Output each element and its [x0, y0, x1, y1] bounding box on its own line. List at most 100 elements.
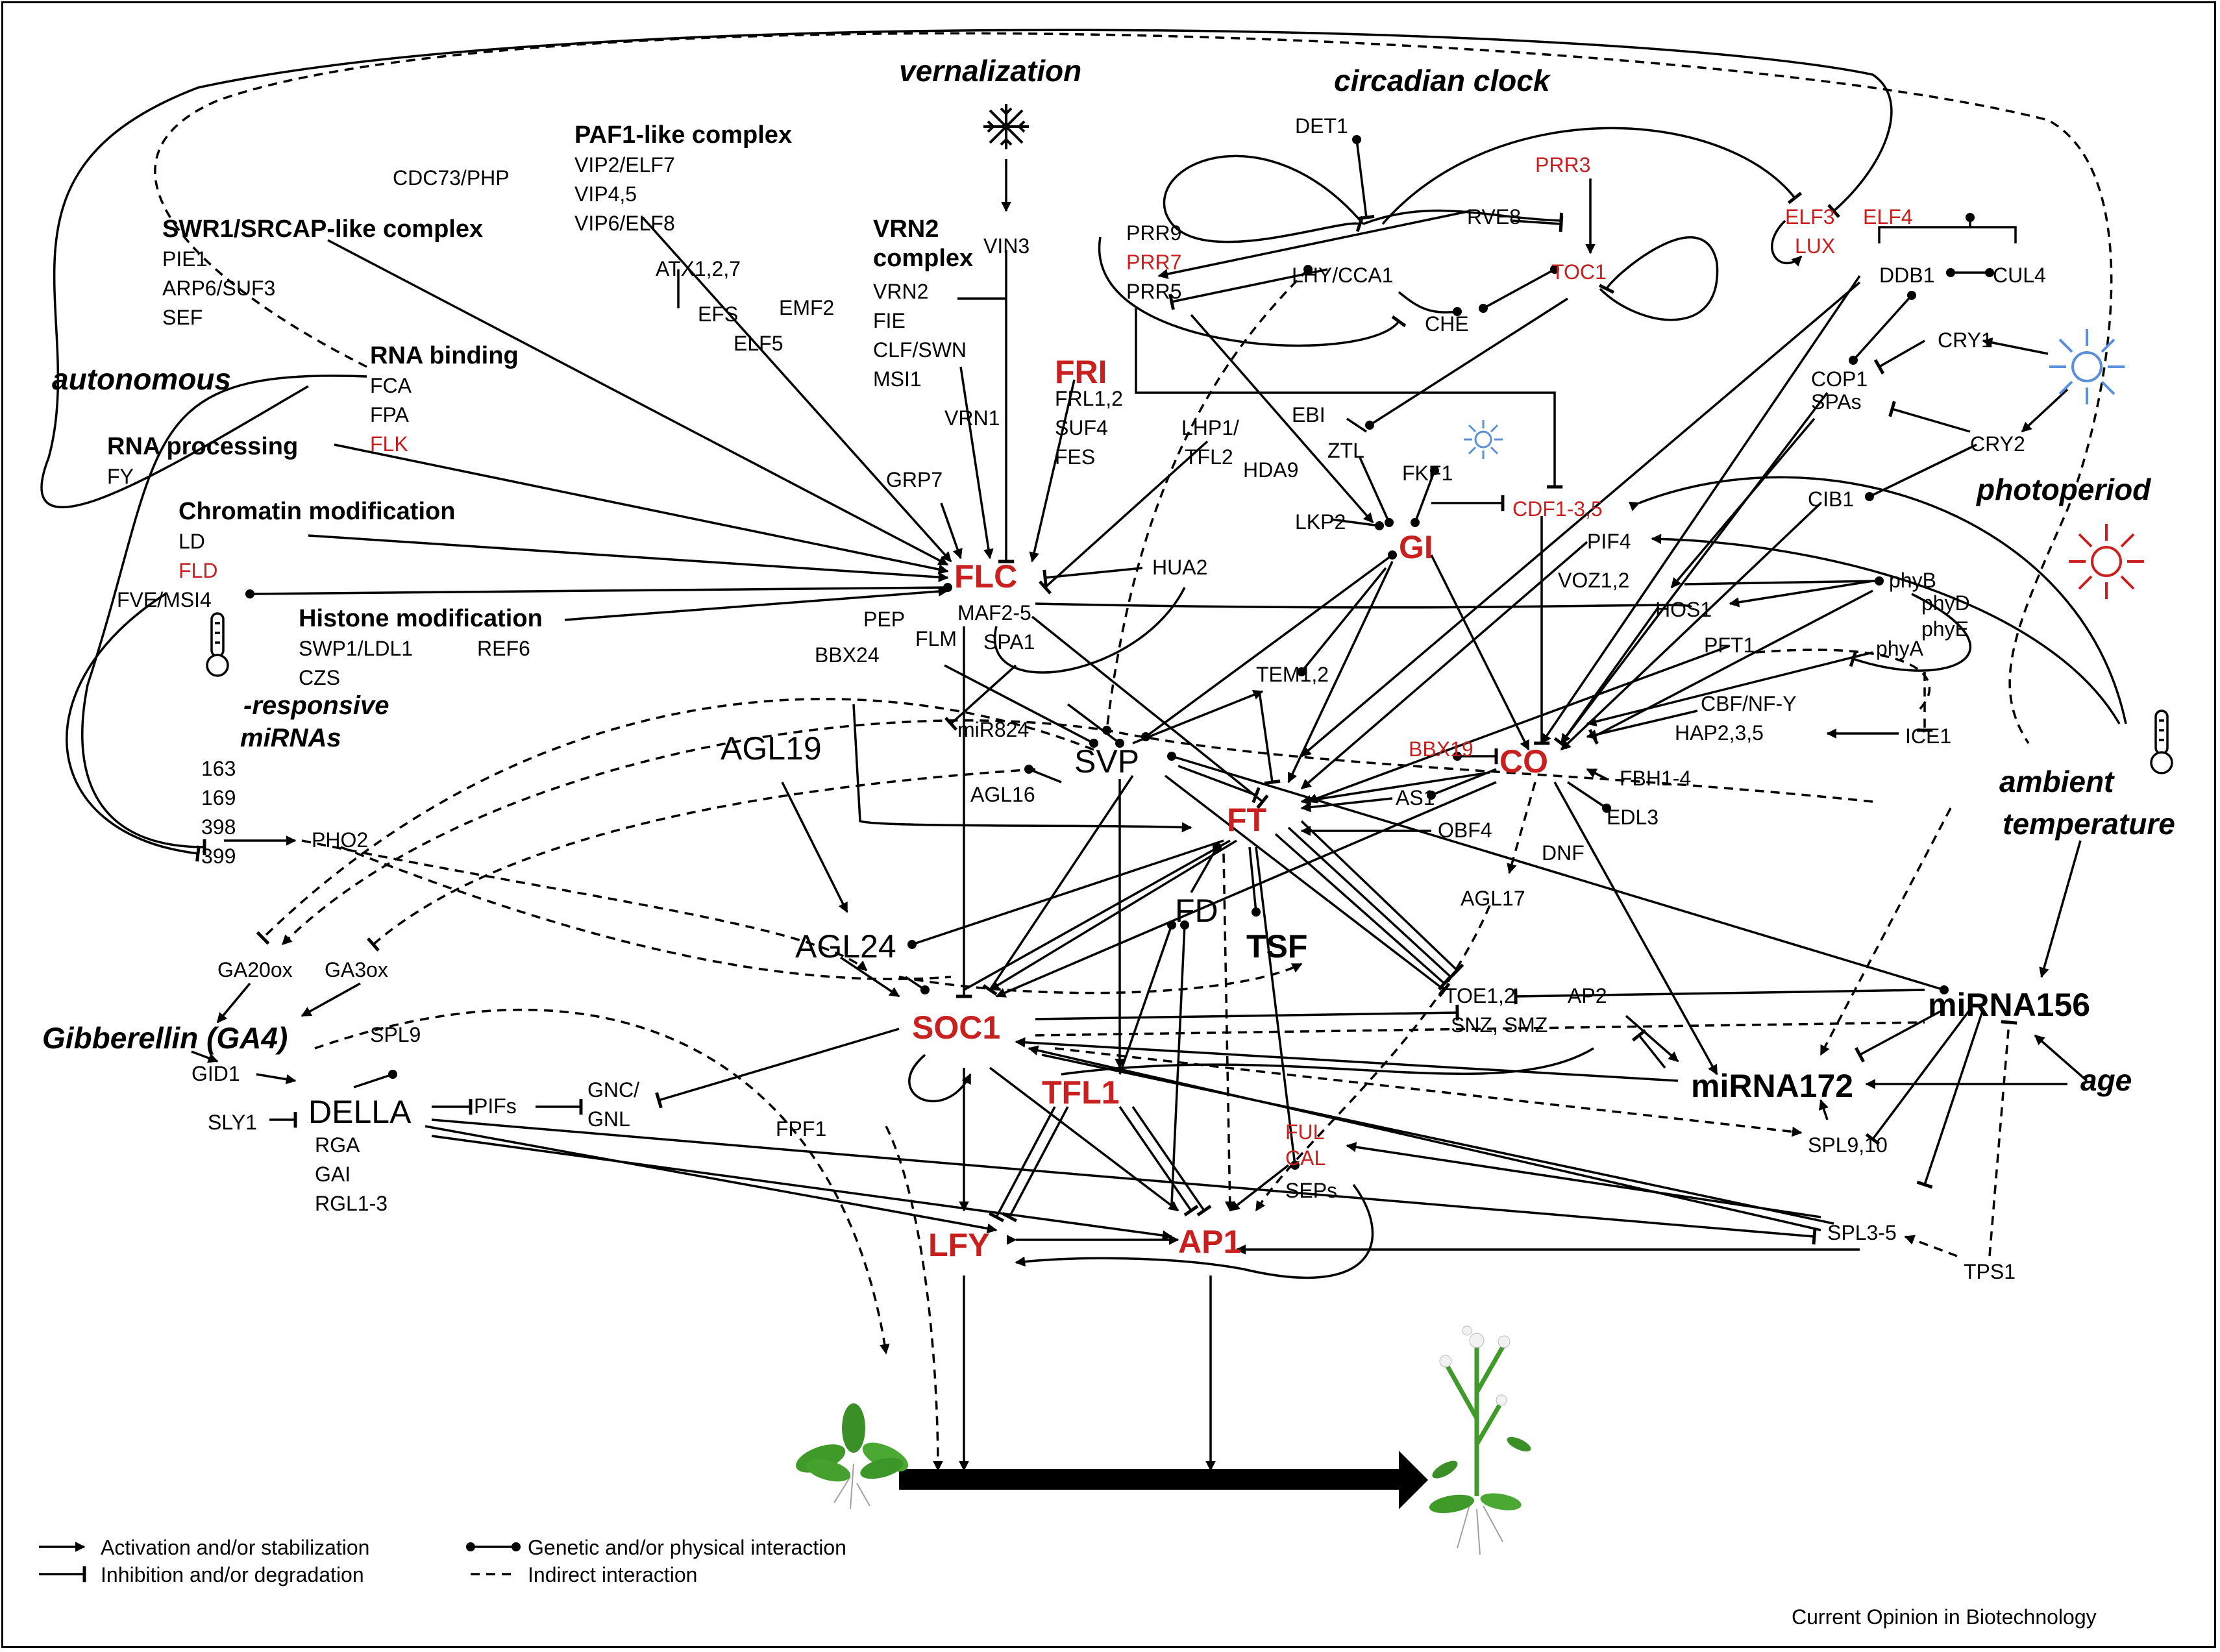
label-frl: FRL1,2: [1055, 387, 1123, 410]
label-lkp2: LKP2: [1295, 510, 1346, 534]
edge-della-lfy: [425, 1125, 998, 1234]
edge-fri-flc: [1029, 379, 1076, 563]
label-vrn1: VRN1: [944, 406, 1000, 430]
heading-mirnas: miRNAs: [240, 724, 341, 752]
edge-soc1-agl24: [905, 976, 930, 994]
label-fy: FY: [107, 465, 134, 488]
label-fpa: FPA: [370, 403, 410, 426]
label-mir163: 163: [201, 757, 236, 780]
label-edl3: EDL3: [1607, 806, 1659, 829]
label-cul4: CUL4: [1993, 264, 2046, 287]
edge-flm-svp: [1067, 703, 1124, 748]
edge-tps1-mirna156: [1988, 1020, 2017, 1257]
rosette-plant-icon: [796, 1403, 909, 1510]
label-ztl: ZTL: [1327, 439, 1364, 462]
edge-grp7-flc: [940, 502, 963, 560]
label-det1: DET1: [1295, 114, 1348, 138]
edge-ga20ox-ga: [216, 982, 251, 1024]
edge-tem-ft: [1258, 691, 1281, 785]
label-agl16: AGL16: [970, 783, 1035, 806]
label-gnc: GNC/: [587, 1078, 639, 1102]
edge-cry2-cib1: [1865, 443, 1977, 501]
label-histone-modification: Histone modification: [299, 605, 543, 632]
edge-spl9-della: [353, 1070, 397, 1089]
label-elf5: ELF5: [734, 332, 783, 355]
edge-ft-toe-2: [1287, 826, 1458, 984]
label-fd: FD: [1175, 893, 1218, 929]
label-vip4: VIP4,5: [574, 182, 637, 206]
edge-chromatin-flc: [308, 534, 949, 582]
label-atx: ATX1,2,7: [656, 257, 741, 280]
edge-spas-hos1: [1670, 417, 1816, 589]
label-mir824: miR824: [957, 718, 1029, 741]
source-credit: Current Opinion in Biotechnology: [1792, 1605, 2097, 1629]
heading-ambient-temperature-2: temperature: [2003, 807, 2175, 841]
label-emf2: EMF2: [779, 296, 834, 319]
edge-ft-toe-3: [1300, 820, 1464, 978]
edge-ful-ap1: [1229, 1164, 1290, 1212]
label-fes: FES: [1055, 445, 1095, 469]
edge-spl9-mirna172: [1819, 1099, 1829, 1120]
edge-mirna172-soc1: [1015, 1037, 1679, 1082]
edge-soc1-toe: [1035, 1004, 1459, 1021]
edge-agl24-tsf-dashed: [898, 963, 1303, 994]
edge-ft-agl24: [907, 839, 1224, 949]
label-agl19: AGL19: [721, 730, 822, 767]
edge-det1: [1352, 135, 1375, 220]
label-czs: CZS: [299, 666, 340, 689]
label-spl3-5: SPL3-5: [1827, 1221, 1897, 1244]
label-vrn2: VRN2: [873, 280, 928, 303]
edge-mirna172-toe: [1631, 1029, 1666, 1069]
edge-elf3-self: [1771, 219, 1803, 267]
snowflake-icon: [983, 104, 1029, 149]
heading-age: age: [2080, 1063, 2132, 1097]
label-gi: GI: [1399, 529, 1433, 565]
edge-cib1-co: [1560, 502, 1822, 751]
label-obf4: OBF4: [1438, 819, 1492, 842]
heading-photoperiod: photoperiod: [1975, 473, 2151, 506]
label-prr7: PRR7: [1126, 251, 1181, 274]
label-vip2: VIP2/ELF7: [574, 153, 675, 177]
node-labels: vernalization circadian clock autonomous…: [42, 54, 2175, 1283]
edge-rna-binding-flc: [334, 443, 949, 574]
edge-phyb-hos1: [1729, 580, 1873, 608]
label-fbh: FBH1-4: [1620, 767, 1691, 790]
edge-temp-pif4: [1651, 534, 2121, 724]
label-tsf: TSF: [1246, 928, 1307, 965]
label-spl9: SPL9: [370, 1023, 421, 1046]
edge-agl24-soc1: [840, 956, 900, 998]
edge-ft-sep: [1255, 846, 1300, 1170]
edge-svp-agl19: [852, 704, 1192, 833]
label-efs: EFS: [698, 302, 738, 326]
label-cal: CAL: [1285, 1146, 1326, 1170]
thermometer-icon-left: [206, 612, 229, 677]
label-cdf1: CDF1-3,5: [1512, 497, 1603, 521]
edge-tfl1-lfy-2: [1002, 1106, 1069, 1222]
label-sef: SEF: [162, 306, 203, 329]
edge-ga3ox-ga: [301, 982, 361, 1017]
label-mirna156: miRNA156: [1928, 987, 2090, 1023]
edge-ztl-gi: [1359, 457, 1394, 527]
edge-soc1-gnc: [655, 1028, 900, 1109]
edge-pho2-soc1: [301, 839, 868, 972]
edge-cry1-cop1: [1873, 339, 1925, 375]
label-vip6: VIP6/ELF8: [574, 212, 675, 235]
edge-phya-co: [1586, 651, 1873, 727]
label-mir399: 399: [201, 844, 236, 868]
label-snz: SNZ, SMZ: [1451, 1013, 1548, 1037]
label-bbx19: BBX19: [1409, 737, 1474, 761]
thermometer-icon-right: [2150, 709, 2173, 774]
label-seps: SEPs: [1285, 1179, 1337, 1202]
label-pie1: PIE1: [162, 247, 207, 271]
label-tem: TEM1,2: [1256, 663, 1329, 686]
label-phyd: phyD: [1921, 591, 1970, 615]
label-pho2: PHO2: [312, 828, 368, 852]
edge-pho2-agl24: [340, 846, 952, 981]
label-prr9: PRR9: [1126, 221, 1181, 245]
label-toc1: TOC1: [1551, 260, 1607, 284]
label-flm: FLM: [915, 627, 957, 650]
edge-soc1-self: [908, 1054, 972, 1103]
edge-fd-soc1: [1118, 920, 1176, 1075]
edge-co-as1: [1427, 768, 1497, 800]
edge-ft-fd: [1190, 843, 1222, 893]
